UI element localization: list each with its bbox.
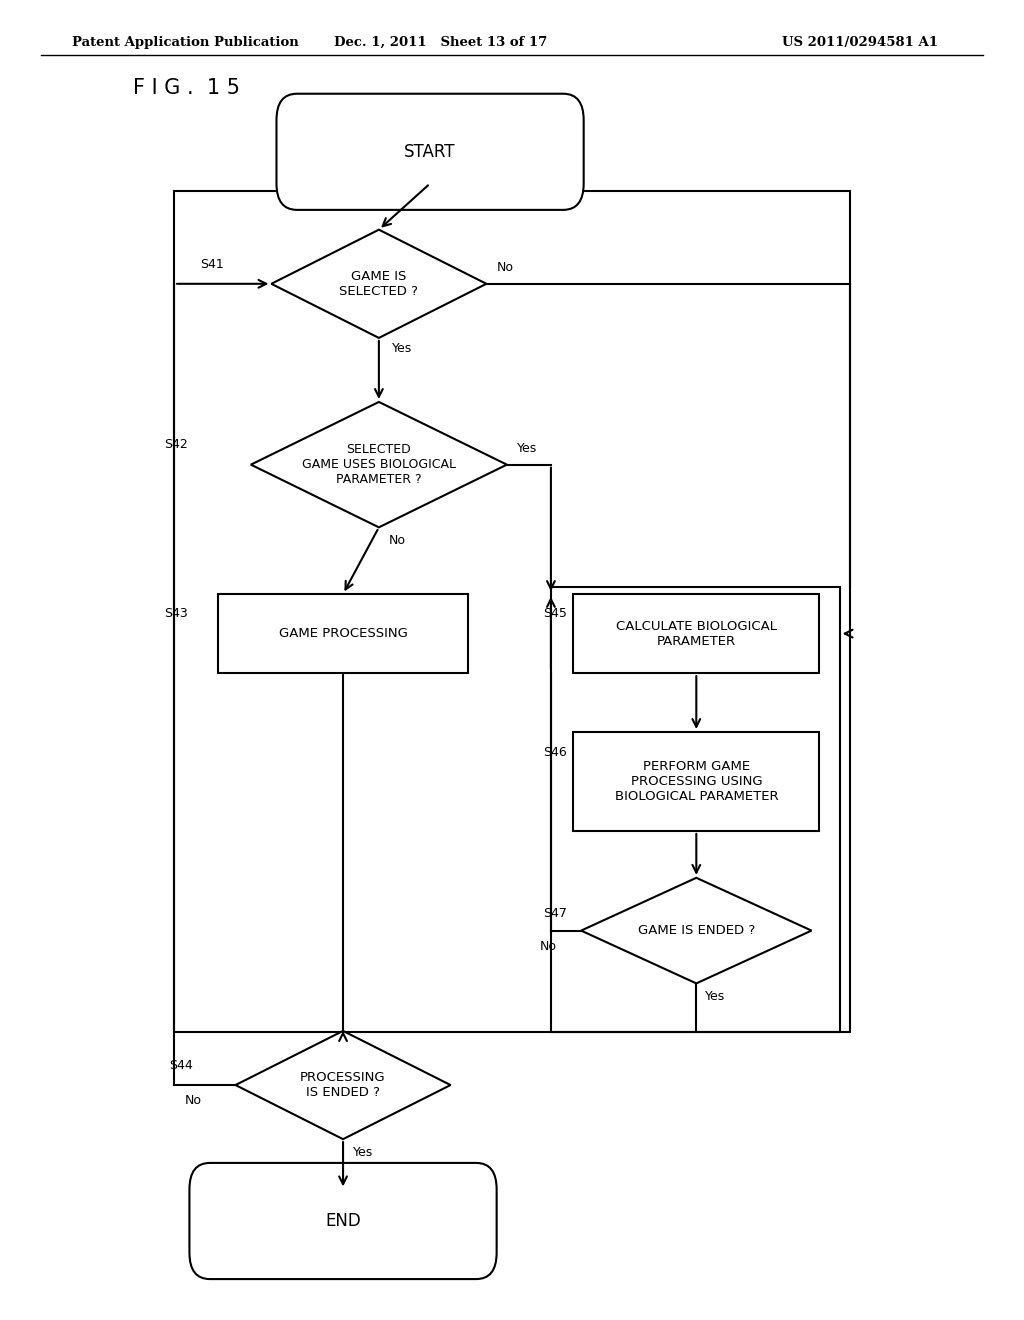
Polygon shape: [236, 1031, 451, 1139]
Bar: [218, 594, 469, 673]
Text: Yes: Yes: [353, 1146, 374, 1159]
FancyBboxPatch shape: [189, 1163, 497, 1279]
Text: GAME PROCESSING: GAME PROCESSING: [279, 627, 408, 640]
Text: PERFORM GAME
PROCESSING USING
BIOLOGICAL PARAMETER: PERFORM GAME PROCESSING USING BIOLOGICAL…: [614, 760, 778, 803]
Text: No: No: [184, 1094, 202, 1107]
Text: No: No: [389, 535, 407, 546]
Text: Patent Application Publication: Patent Application Publication: [72, 36, 298, 49]
Text: S47: S47: [543, 907, 566, 920]
Text: Dec. 1, 2011   Sheet 13 of 17: Dec. 1, 2011 Sheet 13 of 17: [334, 36, 547, 49]
Text: END: END: [326, 1212, 360, 1230]
Text: S45: S45: [543, 607, 566, 620]
Text: Yes: Yes: [392, 342, 413, 355]
Text: F I G .  1 5: F I G . 1 5: [133, 78, 240, 99]
Bar: [174, 191, 850, 1032]
Bar: [573, 594, 819, 673]
Polygon shape: [271, 230, 486, 338]
Text: No: No: [541, 940, 557, 953]
Bar: [573, 731, 819, 832]
Polygon shape: [251, 401, 507, 527]
Text: PROCESSING
IS ENDED ?: PROCESSING IS ENDED ?: [300, 1071, 386, 1100]
Text: GAME IS
SELECTED ?: GAME IS SELECTED ?: [339, 269, 419, 298]
Text: S42: S42: [164, 438, 187, 451]
Text: CALCULATE BIOLOGICAL
PARAMETER: CALCULATE BIOLOGICAL PARAMETER: [615, 619, 777, 648]
Bar: [551, 587, 840, 1032]
Text: Yes: Yes: [517, 442, 538, 455]
Polygon shape: [582, 878, 812, 983]
Text: US 2011/0294581 A1: US 2011/0294581 A1: [782, 36, 938, 49]
Text: START: START: [404, 143, 456, 161]
FancyBboxPatch shape: [276, 94, 584, 210]
Text: GAME IS ENDED ?: GAME IS ENDED ?: [638, 924, 755, 937]
Text: SELECTED
GAME USES BIOLOGICAL
PARAMETER ?: SELECTED GAME USES BIOLOGICAL PARAMETER …: [302, 444, 456, 486]
Text: S46: S46: [543, 746, 566, 759]
Text: Yes: Yes: [705, 990, 725, 1003]
Text: No: No: [497, 261, 514, 275]
Text: S41: S41: [200, 257, 223, 271]
Text: S43: S43: [164, 607, 187, 620]
Text: S44: S44: [169, 1059, 193, 1072]
